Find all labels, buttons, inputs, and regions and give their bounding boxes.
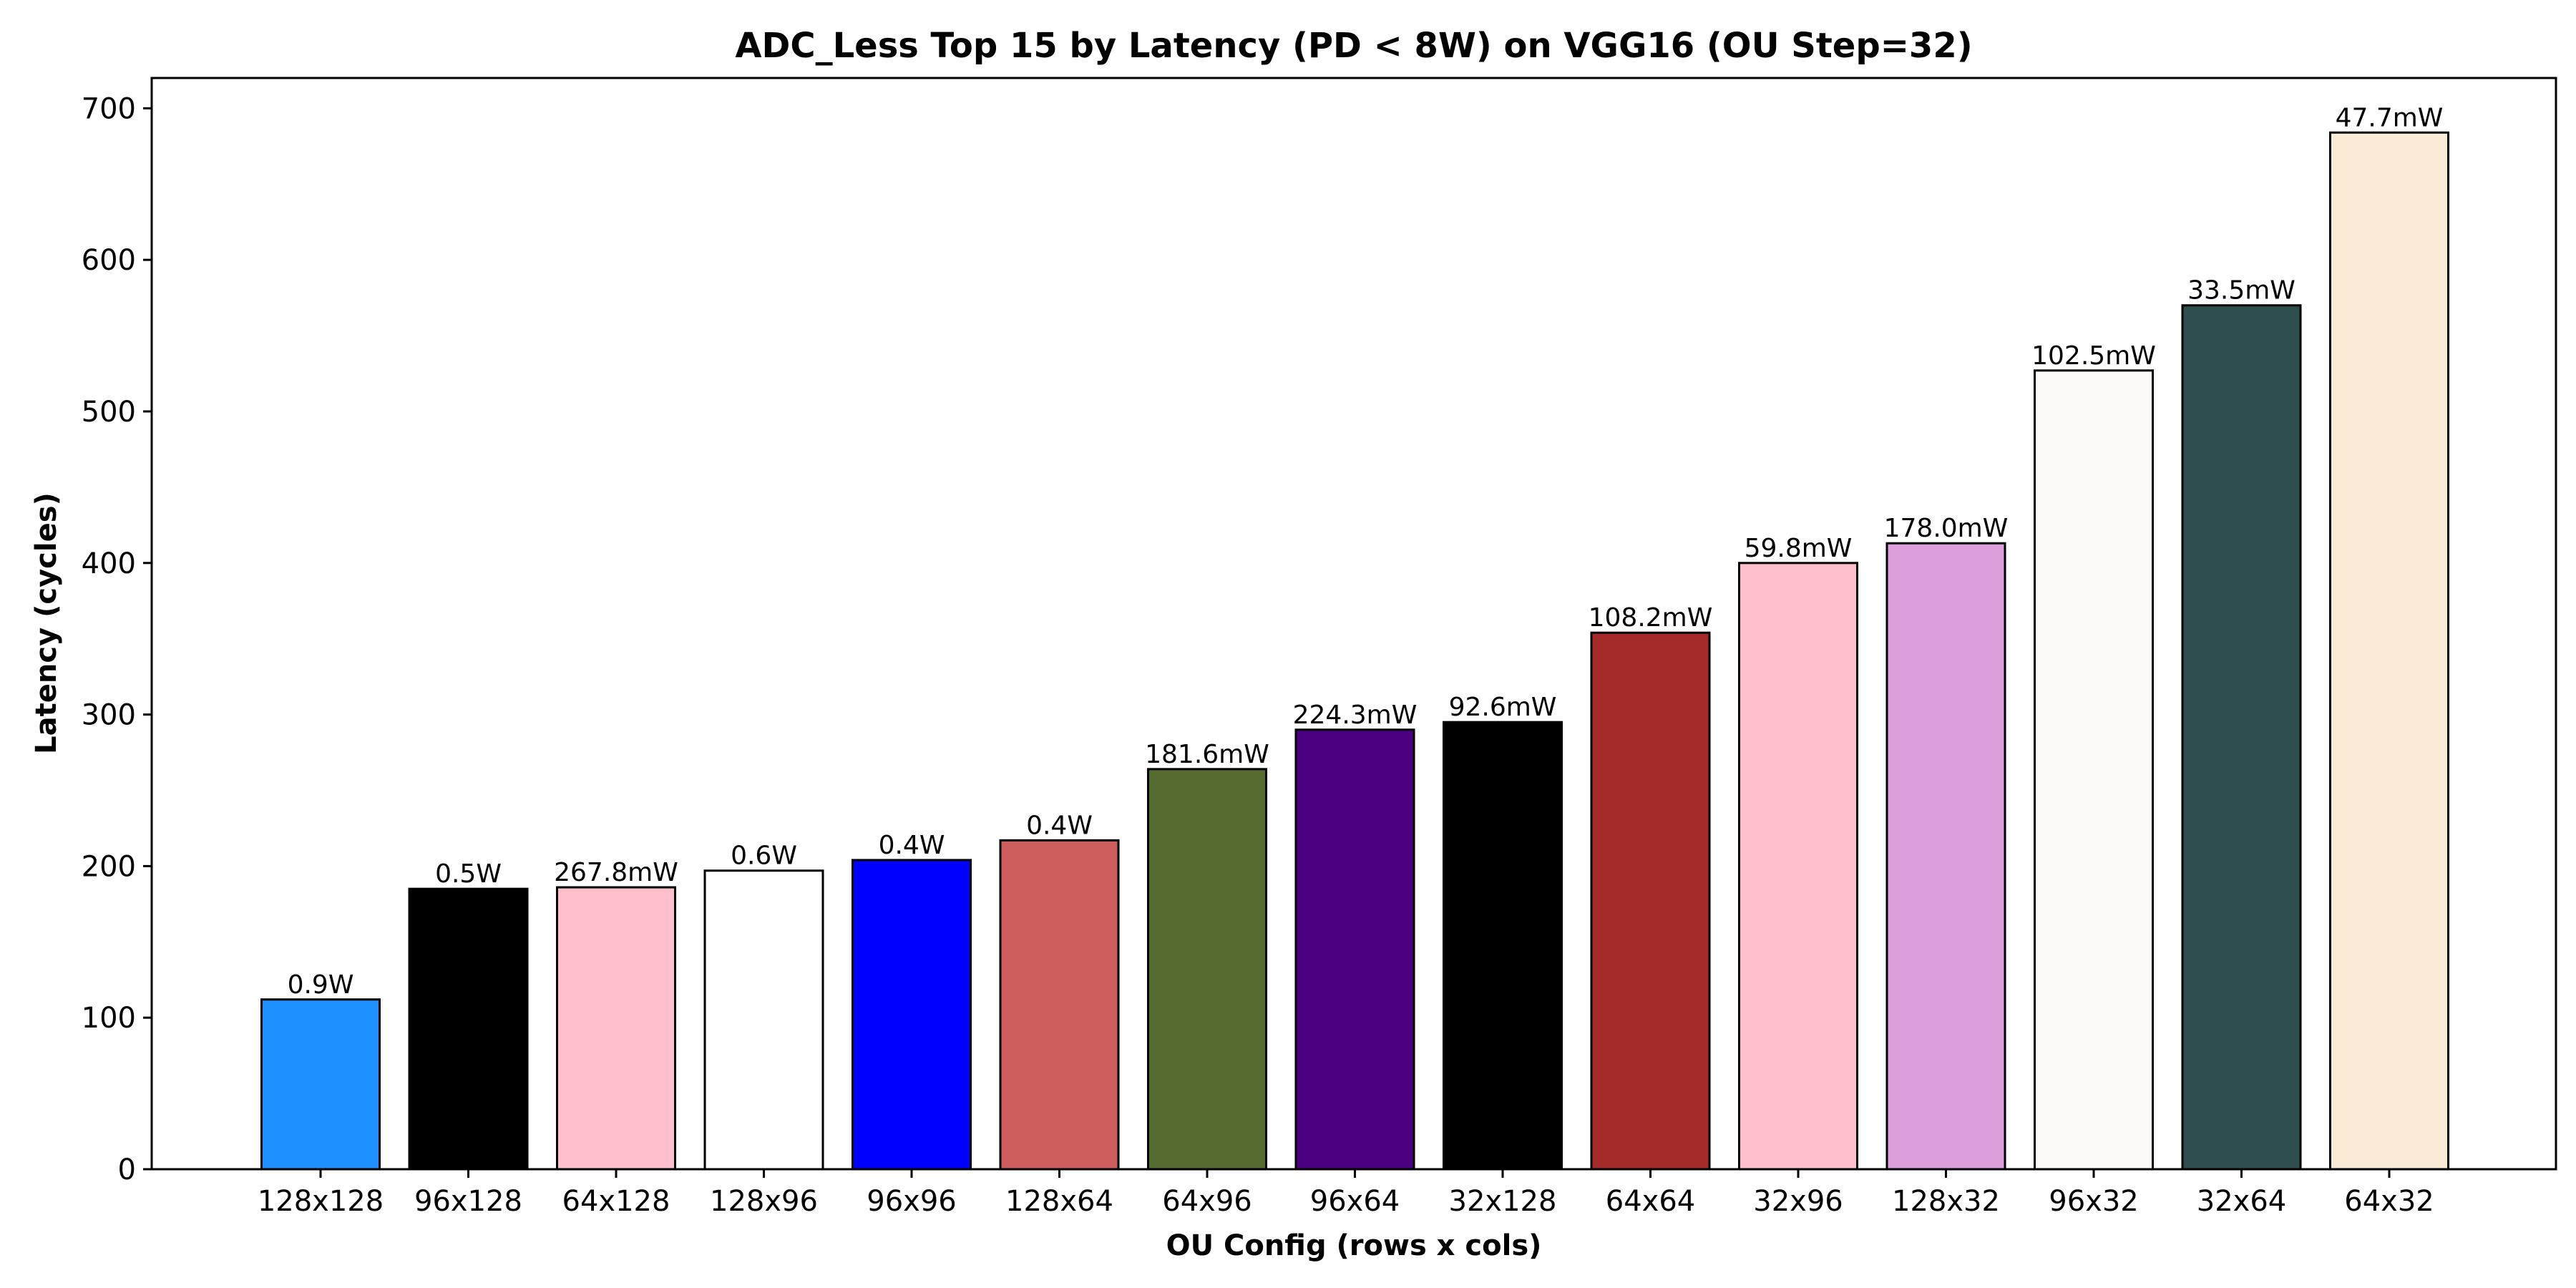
bar-value-label: 0.9W [288,970,354,1000]
bar-value-label: 33.5mW [2187,276,2296,306]
bar-value-label: 47.7mW [2336,103,2444,132]
bar-value-label: 59.8mW [1745,534,1853,563]
bar [852,859,972,1171]
bar-value-label: 0.6W [731,841,797,871]
y-tick-label: 500 [82,396,136,429]
x-tick-label: 32x96 [1753,1185,1843,1218]
y-tick-label: 200 [82,850,136,883]
bar-value-label: 108.2mW [1589,603,1713,633]
bar [260,998,381,1171]
x-axis: 128x128 96x128 64x128 128x96 96x96 128x64 64x9… [258,1169,2434,1218]
x-tick-label: 96x96 [867,1185,956,1218]
y-tick-label: 600 [82,244,136,277]
bar-value-label: 0.4W [1026,811,1093,840]
bar-value-label: 102.5mW [2031,341,2156,371]
bar [1738,562,1858,1171]
bar [1147,768,1267,1171]
x-tick-label: 64x96 [1162,1185,1252,1218]
x-tick-label: 128x64 [1005,1185,1113,1218]
bars-group: 0.9W 0.5W 267.8mW 0.6W 0.4W 0.4W 181.6mW 224.3m… [260,103,2449,1171]
bar [2034,369,2154,1171]
x-tick-label: 64x128 [562,1185,670,1218]
bar [1885,542,2006,1171]
x-tick-label: 32x64 [2197,1185,2286,1218]
bar [2181,304,2302,1171]
x-tick-label: 128x96 [710,1185,818,1218]
chart-title: ADC_Less Top 15 by Latency (PD < 8W) on … [735,26,1972,66]
y-tick-label: 0 [118,1153,136,1186]
bar-value-label: 224.3mW [1293,701,1418,730]
y-axis-label: Latency (cycles) [30,492,63,754]
y-axis: 0 100 200 300 400 500 600 700 [82,92,152,1186]
x-tick-label: 96x128 [414,1185,522,1218]
bar [2329,131,2449,1171]
bar [999,839,1120,1171]
y-tick-label: 400 [82,547,136,580]
x-tick-label: 128x32 [1892,1185,2000,1218]
bar [408,887,529,1171]
y-tick-label: 100 [82,1002,136,1035]
x-tick-label: 32x128 [1449,1185,1557,1218]
x-tick-label: 128x128 [258,1185,384,1218]
bar-value-label: 0.5W [435,859,502,889]
bar [556,886,676,1171]
x-tick-label: 96x32 [2049,1185,2138,1218]
bar [1590,631,1711,1171]
bar-value-label: 181.6mW [1145,740,1269,769]
bar [703,869,824,1171]
y-tick-label: 700 [82,92,136,125]
y-tick-label: 300 [82,699,136,732]
bar-value-label: 267.8mW [554,858,678,887]
bar [1443,721,1563,1171]
x-tick-label: 64x64 [1606,1185,1695,1218]
x-tick-label: 64x32 [2344,1185,2434,1218]
bar-value-label: 178.0mW [1884,514,2009,543]
x-axis-label: OU Config (rows x cols) [1166,1229,1542,1262]
bar-value-label: 92.6mW [1449,693,1557,722]
bar-value-label: 0.4W [879,831,945,860]
plot-frame [150,77,2557,1171]
bar [1294,728,1415,1171]
x-tick-label: 96x64 [1310,1185,1400,1218]
